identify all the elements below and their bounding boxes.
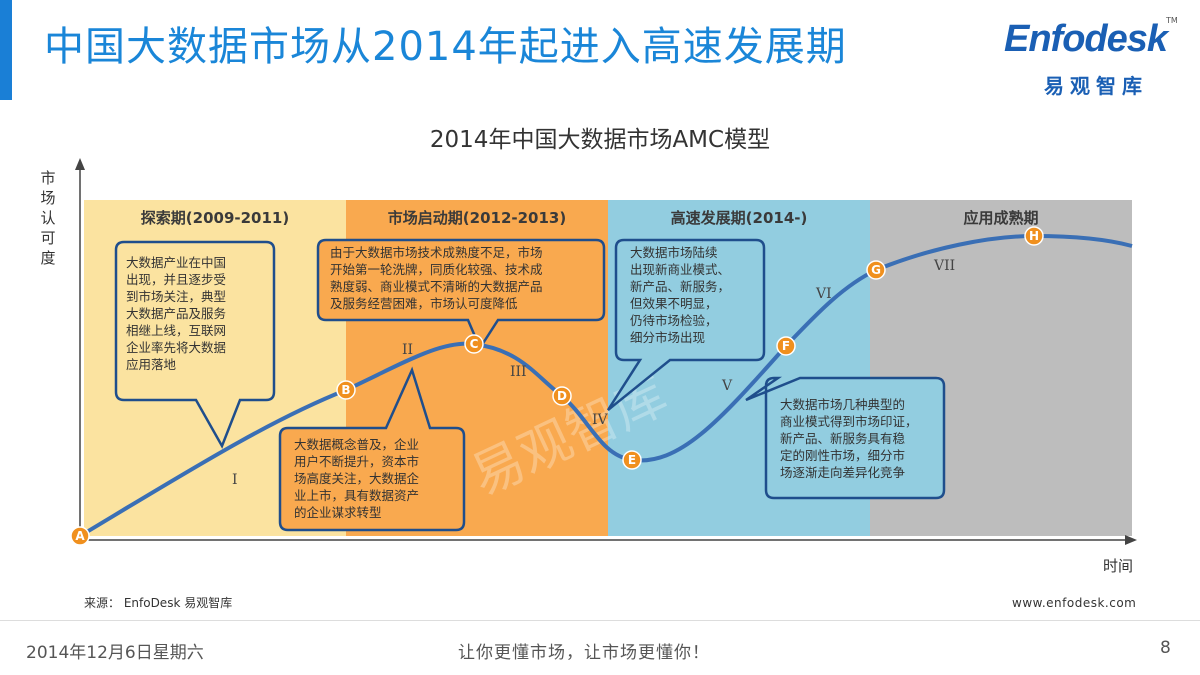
bubble-launch-bottom (278, 366, 466, 532)
milestone-point-b: B (336, 380, 356, 400)
milestone-point-h: H (1024, 226, 1044, 246)
x-axis-arrow (1125, 535, 1137, 545)
logo-wordmark: Enfodesk (1004, 18, 1168, 60)
svg-text:H: H (1029, 229, 1039, 243)
bubble-growth-top (606, 238, 766, 411)
logo-trademark: TM (1166, 16, 1178, 25)
title-accent-bar (0, 0, 12, 100)
logo-chinese-name: 易观智库 (1044, 74, 1148, 98)
footer-date: 2014年12月6日星期六 (26, 643, 204, 663)
bubble-launch-bottom-text: 大数据概念普及，企业 用户不断提升，资本市 场高度关注，大数据企 业上市，具有数… (294, 437, 420, 520)
phase-label-5: V (721, 378, 733, 394)
y-axis-arrow (75, 158, 85, 170)
bubble-growth-top-text: 大数据市场陆续 出现新商业模式、 新产品、新服务， 但效果不明显， 仍待市场检验… (630, 245, 731, 345)
diagram-title: 2014年中国大数据市场AMC模型 (429, 127, 771, 153)
bubble-exploration (114, 240, 276, 449)
x-axis-label: 时间 (1103, 557, 1134, 575)
phase-label-2: II (402, 342, 413, 358)
phase-label-4: IV (592, 412, 609, 428)
bubble-maturity-text: 大数据市场几种典型的 商业模式得到市场印证， 新产品、新服务具有稳 定的刚性市场… (780, 397, 918, 480)
svg-text:F: F (782, 339, 790, 353)
stage-label-launch: 市场启动期(2012-2013) (387, 209, 567, 227)
enfodesk-logo: Enfodesk TM 易观智库 (1000, 10, 1190, 100)
svg-text:E: E (628, 453, 636, 467)
svg-text:B: B (341, 383, 350, 397)
milestone-point-a: A (70, 526, 90, 546)
milestone-point-g: G (866, 260, 886, 280)
bubble-launch-top-text: 由于大数据市场技术成熟度不足，市场 开始第一轮洗牌，同质化较强、技术成 熟度弱、… (330, 245, 543, 311)
milestone-point-d: D (552, 386, 572, 406)
footer-divider (0, 620, 1200, 621)
source-note: 来源： EnfoDesk 易观智库 (84, 596, 233, 610)
bubble-launch-top (316, 238, 606, 351)
bubble-exploration-text: 大数据产业在中国 出现，并且逐步受 到市场关注，典型 大数据产品及服务 相继上线… (126, 255, 227, 372)
stage-label-maturity: 应用成熟期 (963, 209, 1039, 227)
svg-text:A: A (75, 529, 85, 543)
phase-label-3: III (510, 364, 527, 380)
website-link[interactable]: www.enfodesk.com (1012, 596, 1137, 610)
bubble-maturity-bottom (745, 376, 946, 500)
milestone-point-c: C (464, 334, 484, 354)
phase-label-7: VII (933, 258, 955, 274)
stage-label-exploration: 探索期(2009-2011) (140, 209, 290, 227)
page-number: 8 (1160, 638, 1171, 658)
phase-label-1: I (232, 472, 238, 488)
footer-slogan: 让你更懂市场，让市场更懂你！ (458, 643, 710, 663)
milestone-point-f: F (776, 336, 796, 356)
y-axis-label: 市场认可度 (40, 169, 56, 267)
stage-label-growth: 高速发展期(2014-) (670, 209, 808, 227)
svg-text:G: G (871, 263, 881, 277)
page-title: 中国大数据市场从2014年起进入高速发展期 (44, 24, 847, 70)
milestone-point-e: E (622, 450, 642, 470)
svg-text:D: D (557, 389, 567, 403)
phase-label-6: VI (815, 286, 832, 302)
svg-text:C: C (470, 337, 479, 351)
